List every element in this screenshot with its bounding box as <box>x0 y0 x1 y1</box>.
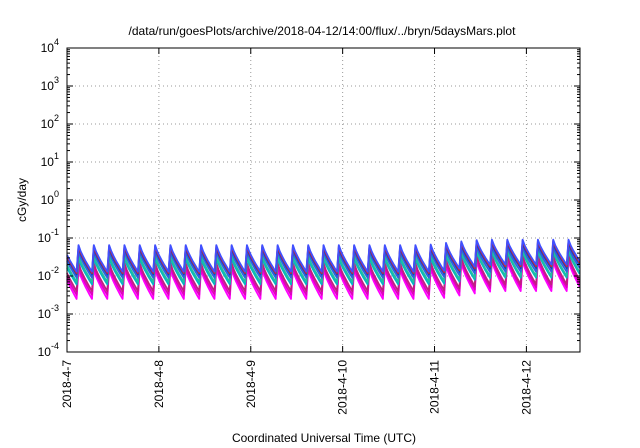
x-tick-label: 2018-4-11 <box>428 360 442 414</box>
y-tick-base: 10 <box>38 269 52 283</box>
series-line-9 <box>66 238 581 273</box>
y-tick-exponent: 0 <box>54 189 59 199</box>
y-tick-base: 10 <box>38 307 52 321</box>
y-tick-label: 104 <box>41 37 59 55</box>
x-tick-label: 2018-4-12 <box>519 360 533 415</box>
y-tick-exponent: -3 <box>51 303 59 313</box>
x-tick-label: 2018-4-10 <box>336 360 350 415</box>
y-tick-base: 10 <box>41 79 55 93</box>
x-axis-label: Coordinated Universal Time (UTC) <box>232 431 416 445</box>
y-tick-exponent: 1 <box>54 151 59 161</box>
y-tick-exponent: -4 <box>51 341 59 351</box>
series-group <box>66 238 581 300</box>
y-tick-base: 10 <box>41 155 55 169</box>
y-tick-base: 10 <box>38 345 52 359</box>
y-tick-label: 101 <box>41 151 59 169</box>
y-tick-label: 10-2 <box>38 265 59 283</box>
y-tick-base: 10 <box>41 193 55 207</box>
y-tick-base: 10 <box>41 41 55 55</box>
y-tick-base: 10 <box>38 231 52 245</box>
y-tick-label: 100 <box>41 189 59 207</box>
y-tick-exponent: 3 <box>54 75 59 85</box>
y-tick-base: 10 <box>41 117 55 131</box>
x-tick-label: 2018-4-9 <box>244 360 258 408</box>
x-tick-label: 2018-4-8 <box>152 360 166 408</box>
y-tick-label: 10-1 <box>38 227 59 245</box>
chart-title: /data/run/goesPlots/archive/2018-04-12/1… <box>129 24 517 38</box>
y-tick-label: 10-4 <box>38 341 59 359</box>
y-tick-exponent: 2 <box>54 113 59 123</box>
x-tick-label: 2018-4-7 <box>60 360 74 408</box>
y-tick-exponent: -1 <box>51 227 59 237</box>
y-axis-label: cGy/day <box>15 178 29 222</box>
y-tick-label: 102 <box>41 113 59 131</box>
x-axis: 2018-4-7 2018-4-8 2018-4-9 2018-4-10 2018-4-… <box>60 48 533 415</box>
y-tick-exponent: 4 <box>54 37 59 47</box>
y-tick-label: 103 <box>41 75 59 93</box>
y-tick-exponent: -2 <box>51 265 59 275</box>
y-tick-label: 10-3 <box>38 303 59 321</box>
